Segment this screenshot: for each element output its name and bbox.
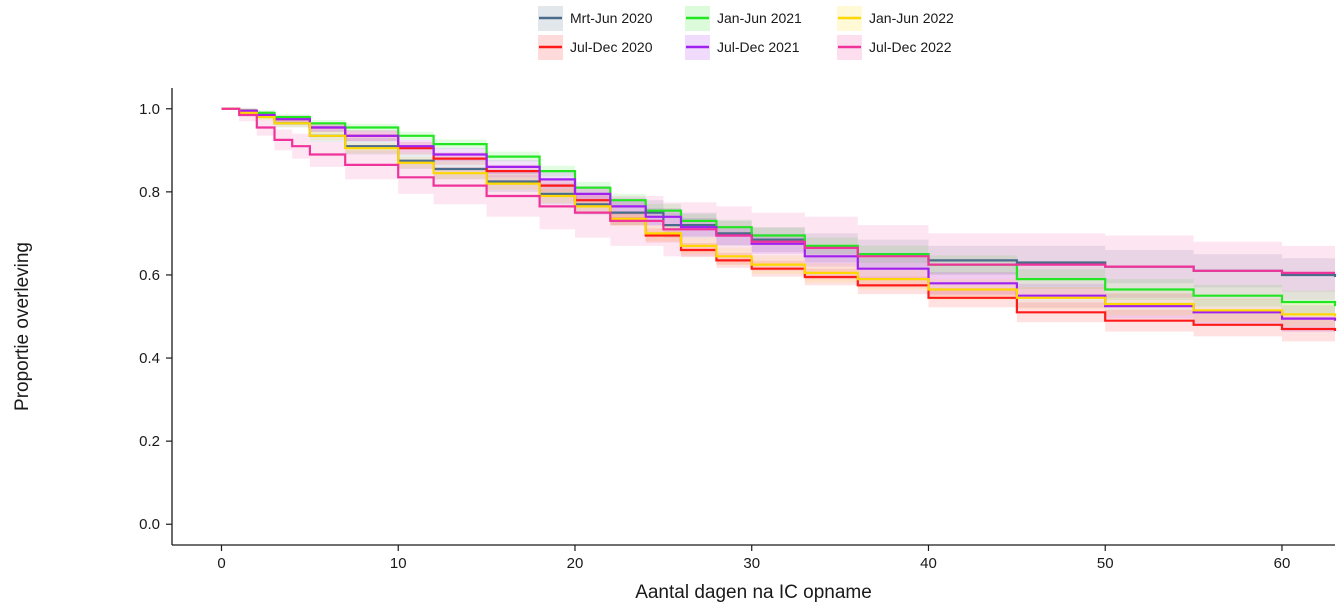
- legend-item: Mrt-Jun 2020: [538, 6, 653, 31]
- y-tick-label: 0.2: [139, 433, 160, 450]
- legend-item: Jul-Dec 2022: [837, 35, 952, 60]
- y-tick-label: 0.6: [139, 267, 160, 284]
- confidence-bands: [221, 108, 1335, 344]
- x-tick-label: 50: [1097, 555, 1114, 572]
- confidence-band: [221, 108, 1335, 300]
- legend: Mrt-Jun 2020 Jan-Jun 2021 Jan-Jun 2022 Jul-…: [538, 6, 954, 60]
- y-axis-ticks: 0.0 0.2 0.4 0.6 0.8 1.0: [139, 101, 172, 533]
- confidence-band: [221, 108, 1335, 294]
- confidence-band: [221, 108, 1335, 335]
- legend-label: Jul-Dec 2021: [717, 39, 800, 55]
- x-tick-label: 10: [390, 555, 407, 572]
- y-tick-label: 1.0: [139, 101, 160, 118]
- legend-label: Jan-Jun 2021: [717, 10, 802, 26]
- y-axis-title: Proportie overleving: [12, 242, 33, 411]
- x-tick-label: 40: [920, 555, 937, 572]
- legend-label: Jul-Dec 2022: [869, 39, 952, 55]
- x-axis-ticks: 0 10 20 30 40 50 60: [217, 545, 1290, 572]
- confidence-band: [221, 108, 1335, 318]
- survival-curve: [221, 107, 1335, 274]
- x-axis-title: Aantal dagen na IC opname: [635, 582, 872, 603]
- legend-label: Jul-Dec 2020: [570, 39, 653, 55]
- x-tick-label: 0: [217, 555, 225, 572]
- legend-label: Jan-Jun 2022: [869, 10, 954, 26]
- x-tick-label: 60: [1274, 555, 1291, 572]
- y-tick-label: 0.4: [139, 350, 160, 367]
- legend-label: Mrt-Jun 2020: [570, 10, 653, 26]
- legend-item: Jan-Jun 2022: [837, 6, 954, 31]
- survival-curve: [221, 107, 1337, 317]
- x-tick-label: 20: [567, 555, 584, 572]
- legend-item: Jul-Dec 2021: [685, 35, 800, 60]
- axes: 0 10 20 30 40 50 60 0.0 0.2 0.4 0.6 0.8 1.0: [139, 88, 1335, 572]
- survival-curves: [221, 107, 1337, 331]
- confidence-band: [221, 108, 1335, 329]
- y-tick-label: 0.8: [139, 184, 160, 201]
- legend-item: Jan-Jun 2021: [685, 6, 802, 31]
- x-tick-label: 30: [743, 555, 760, 572]
- y-tick-label: 0.0: [139, 516, 160, 533]
- legend-item: Jul-Dec 2020: [538, 35, 653, 60]
